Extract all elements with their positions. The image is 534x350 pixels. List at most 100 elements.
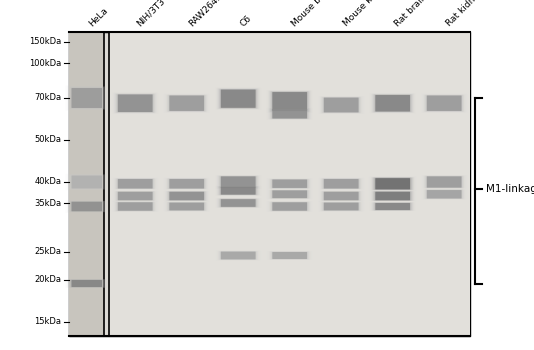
FancyBboxPatch shape — [217, 88, 259, 109]
FancyBboxPatch shape — [216, 198, 260, 208]
FancyBboxPatch shape — [72, 88, 102, 108]
FancyBboxPatch shape — [216, 251, 260, 260]
FancyBboxPatch shape — [219, 176, 257, 188]
FancyBboxPatch shape — [169, 95, 205, 111]
FancyBboxPatch shape — [114, 191, 156, 201]
FancyBboxPatch shape — [422, 189, 466, 199]
FancyBboxPatch shape — [269, 190, 311, 199]
FancyBboxPatch shape — [422, 94, 466, 112]
FancyBboxPatch shape — [373, 177, 413, 190]
FancyBboxPatch shape — [271, 179, 309, 188]
FancyBboxPatch shape — [425, 95, 463, 112]
FancyBboxPatch shape — [320, 191, 362, 201]
FancyBboxPatch shape — [374, 203, 412, 210]
FancyBboxPatch shape — [322, 202, 360, 211]
FancyBboxPatch shape — [164, 94, 209, 112]
FancyBboxPatch shape — [272, 202, 308, 211]
FancyBboxPatch shape — [70, 87, 104, 109]
Text: Mouse brain: Mouse brain — [289, 0, 335, 28]
FancyBboxPatch shape — [167, 202, 207, 211]
FancyBboxPatch shape — [67, 201, 106, 212]
FancyBboxPatch shape — [323, 202, 359, 211]
FancyBboxPatch shape — [169, 192, 204, 200]
FancyBboxPatch shape — [427, 190, 461, 198]
FancyBboxPatch shape — [324, 98, 358, 112]
Text: C6: C6 — [238, 13, 253, 28]
FancyBboxPatch shape — [69, 279, 104, 288]
FancyBboxPatch shape — [272, 252, 308, 259]
FancyBboxPatch shape — [269, 91, 311, 112]
FancyBboxPatch shape — [319, 96, 363, 114]
FancyBboxPatch shape — [371, 202, 415, 211]
FancyBboxPatch shape — [374, 177, 412, 190]
FancyBboxPatch shape — [322, 191, 360, 201]
FancyBboxPatch shape — [373, 191, 413, 201]
FancyBboxPatch shape — [71, 202, 103, 211]
Text: Rat brain: Rat brain — [392, 0, 428, 28]
FancyBboxPatch shape — [221, 199, 256, 207]
FancyBboxPatch shape — [272, 92, 308, 111]
FancyBboxPatch shape — [216, 186, 260, 195]
FancyBboxPatch shape — [424, 176, 464, 188]
FancyBboxPatch shape — [169, 191, 205, 201]
FancyBboxPatch shape — [322, 97, 360, 113]
FancyBboxPatch shape — [319, 191, 363, 201]
FancyBboxPatch shape — [71, 88, 103, 108]
FancyBboxPatch shape — [423, 175, 465, 189]
Text: 70kDa: 70kDa — [34, 93, 61, 103]
FancyBboxPatch shape — [323, 178, 359, 189]
FancyBboxPatch shape — [324, 192, 358, 200]
FancyBboxPatch shape — [113, 93, 158, 114]
FancyBboxPatch shape — [219, 89, 257, 108]
FancyBboxPatch shape — [118, 179, 153, 189]
FancyBboxPatch shape — [166, 178, 208, 189]
FancyBboxPatch shape — [374, 94, 412, 112]
FancyBboxPatch shape — [272, 252, 307, 259]
FancyBboxPatch shape — [168, 95, 206, 112]
FancyBboxPatch shape — [321, 191, 361, 201]
FancyBboxPatch shape — [216, 175, 260, 189]
FancyBboxPatch shape — [72, 176, 102, 189]
FancyBboxPatch shape — [372, 191, 414, 201]
FancyBboxPatch shape — [168, 178, 206, 189]
FancyBboxPatch shape — [426, 95, 462, 111]
FancyBboxPatch shape — [115, 202, 155, 211]
FancyBboxPatch shape — [217, 198, 259, 208]
FancyBboxPatch shape — [372, 177, 414, 190]
FancyBboxPatch shape — [269, 202, 311, 211]
FancyBboxPatch shape — [169, 96, 204, 111]
FancyBboxPatch shape — [221, 176, 256, 188]
FancyBboxPatch shape — [373, 202, 413, 211]
FancyBboxPatch shape — [271, 91, 309, 112]
FancyBboxPatch shape — [321, 178, 361, 189]
FancyBboxPatch shape — [370, 191, 416, 201]
FancyBboxPatch shape — [68, 279, 105, 288]
FancyBboxPatch shape — [70, 280, 104, 287]
FancyBboxPatch shape — [272, 108, 308, 119]
FancyBboxPatch shape — [321, 202, 361, 211]
FancyBboxPatch shape — [268, 251, 312, 260]
FancyBboxPatch shape — [320, 178, 362, 189]
FancyBboxPatch shape — [218, 176, 258, 188]
FancyBboxPatch shape — [116, 202, 154, 211]
FancyBboxPatch shape — [371, 93, 415, 113]
FancyBboxPatch shape — [217, 186, 259, 195]
FancyBboxPatch shape — [319, 202, 363, 211]
FancyBboxPatch shape — [167, 191, 207, 201]
Bar — [69, 32, 470, 336]
Bar — [109, 32, 470, 336]
FancyBboxPatch shape — [373, 94, 413, 112]
FancyBboxPatch shape — [375, 192, 410, 200]
FancyBboxPatch shape — [271, 252, 309, 259]
FancyBboxPatch shape — [116, 94, 154, 113]
FancyBboxPatch shape — [371, 191, 415, 201]
FancyBboxPatch shape — [118, 192, 153, 200]
FancyBboxPatch shape — [375, 203, 411, 210]
FancyBboxPatch shape — [116, 178, 154, 189]
FancyBboxPatch shape — [270, 108, 310, 119]
Text: 40kDa: 40kDa — [34, 177, 61, 187]
FancyBboxPatch shape — [271, 190, 309, 198]
FancyBboxPatch shape — [218, 89, 258, 109]
FancyBboxPatch shape — [423, 94, 465, 112]
FancyBboxPatch shape — [114, 202, 156, 211]
